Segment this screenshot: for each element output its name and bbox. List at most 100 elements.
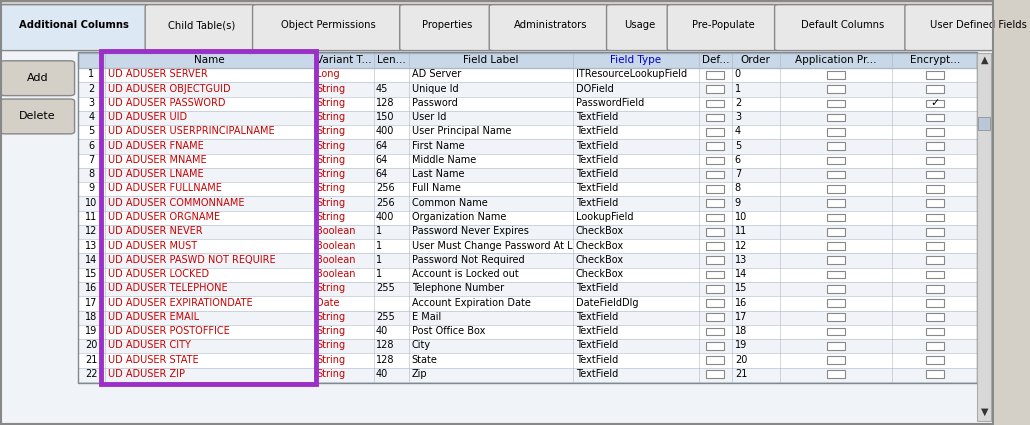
Text: 256: 256	[376, 184, 394, 193]
Text: Zip: Zip	[412, 369, 427, 379]
Text: Organization Name: Organization Name	[412, 212, 506, 222]
Text: DateFieldDlg: DateFieldDlg	[576, 298, 639, 308]
Bar	[827, 114, 845, 122]
Text: Len...: Len...	[377, 55, 406, 65]
Bar	[827, 342, 845, 350]
Text: Default Columns: Default Columns	[800, 20, 884, 31]
Bar	[707, 228, 724, 235]
Text: 13: 13	[85, 241, 98, 250]
Text: 4: 4	[89, 112, 95, 122]
Text: Unique Id: Unique Id	[412, 84, 458, 94]
Text: 256: 256	[376, 198, 394, 208]
Bar	[77, 68, 977, 82]
Text: Field Label: Field Label	[462, 55, 518, 65]
Bar	[827, 356, 845, 364]
FancyBboxPatch shape	[252, 5, 405, 51]
Bar	[77, 296, 977, 311]
Bar	[926, 328, 943, 335]
Text: UD ADUSER MUST: UD ADUSER MUST	[108, 241, 198, 250]
Text: Add: Add	[27, 73, 48, 83]
FancyBboxPatch shape	[607, 5, 673, 51]
FancyBboxPatch shape	[0, 61, 74, 96]
Text: Middle Name: Middle Name	[412, 155, 476, 165]
Text: 21: 21	[85, 354, 98, 365]
Bar	[707, 271, 724, 278]
Text: 64: 64	[376, 141, 388, 151]
Text: Boolean: Boolean	[316, 226, 355, 236]
Text: UD ADUSER STATE: UD ADUSER STATE	[108, 354, 199, 365]
Bar	[926, 171, 943, 178]
Text: Encrypt...: Encrypt...	[909, 55, 960, 65]
Text: TextField: TextField	[576, 169, 618, 179]
Text: TextField: TextField	[576, 126, 618, 136]
Text: Password Never Expires: Password Never Expires	[412, 226, 528, 236]
Text: UD ADUSER USERPRINCIPALNAME: UD ADUSER USERPRINCIPALNAME	[108, 126, 275, 136]
Bar	[77, 282, 977, 296]
Text: 1: 1	[376, 255, 382, 265]
Text: 15: 15	[734, 283, 747, 293]
FancyBboxPatch shape	[0, 5, 150, 51]
Bar	[101, 51, 316, 384]
Text: Additional Columns: Additional Columns	[20, 20, 129, 31]
Bar	[827, 228, 845, 235]
Bar	[77, 168, 977, 182]
Text: Last Name: Last Name	[412, 169, 465, 179]
Text: Application Pr...: Application Pr...	[795, 55, 877, 65]
Text: CheckBox: CheckBox	[576, 241, 624, 250]
Bar	[77, 368, 977, 382]
Bar	[926, 228, 943, 235]
Text: 1: 1	[376, 241, 382, 250]
Text: Password: Password	[412, 98, 457, 108]
Bar	[926, 356, 943, 364]
Text: Full Name: Full Name	[412, 184, 460, 193]
Text: Telephone Number: Telephone Number	[412, 283, 504, 293]
Bar	[707, 299, 724, 307]
Text: City: City	[412, 340, 431, 350]
Text: 12: 12	[85, 226, 98, 236]
Text: UD ADUSER LOCKED: UD ADUSER LOCKED	[108, 269, 209, 279]
FancyBboxPatch shape	[775, 5, 909, 51]
Text: UD ADUSER TELEPHONE: UD ADUSER TELEPHONE	[108, 283, 228, 293]
Bar	[827, 199, 845, 207]
Text: Boolean: Boolean	[316, 241, 355, 250]
Text: 45: 45	[376, 84, 388, 94]
Bar	[707, 342, 724, 350]
Text: 6: 6	[89, 141, 95, 151]
Text: User Principal Name: User Principal Name	[412, 126, 511, 136]
Text: 400: 400	[376, 212, 394, 222]
Bar	[77, 253, 977, 268]
Bar	[827, 156, 845, 164]
FancyBboxPatch shape	[489, 5, 612, 51]
Text: LookupField: LookupField	[576, 212, 633, 222]
Bar	[827, 71, 845, 79]
Text: PasswordField: PasswordField	[576, 98, 644, 108]
Text: 19: 19	[734, 340, 747, 350]
Bar	[707, 199, 724, 207]
Text: 20: 20	[734, 354, 747, 365]
Text: Object Permissions: Object Permissions	[281, 20, 376, 31]
Text: TextField: TextField	[576, 354, 618, 365]
Text: 22: 22	[85, 369, 98, 379]
Text: 1: 1	[376, 269, 382, 279]
Text: 1: 1	[89, 69, 95, 79]
Text: DOField: DOField	[576, 84, 614, 94]
Bar	[707, 356, 724, 364]
Text: String: String	[316, 169, 345, 179]
Bar	[707, 256, 724, 264]
Text: UD ADUSER ORGNAME: UD ADUSER ORGNAME	[108, 212, 220, 222]
Text: UD ADUSER POSTOFFICE: UD ADUSER POSTOFFICE	[108, 326, 230, 336]
Bar	[707, 185, 724, 193]
Text: 128: 128	[376, 340, 394, 350]
Bar	[707, 99, 724, 107]
Text: Properties: Properties	[421, 20, 472, 31]
Bar	[827, 285, 845, 292]
Text: 8: 8	[734, 184, 741, 193]
Bar	[926, 142, 943, 150]
Text: First Name: First Name	[412, 141, 465, 151]
FancyBboxPatch shape	[904, 5, 1030, 51]
Text: String: String	[316, 112, 345, 122]
Bar	[926, 199, 943, 207]
Bar	[827, 313, 845, 321]
Bar	[77, 268, 977, 282]
Text: Child Table(s): Child Table(s)	[168, 20, 235, 31]
